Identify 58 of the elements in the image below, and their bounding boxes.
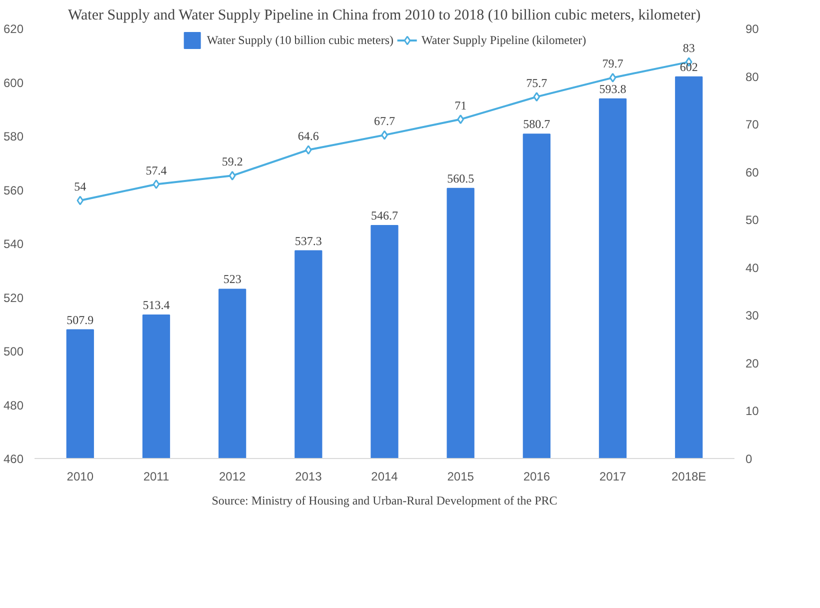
chart-title: Water Supply and Water Supply Pipeline in China from 2010 to 2018 (10 billion cubic meters, kilometer): [68, 8, 701, 24]
data-label: 64.6: [298, 128, 319, 143]
data-label: 67.7: [374, 114, 395, 128]
y2-tick-label: 80: [746, 70, 760, 84]
data-label: 83: [682, 40, 695, 55]
data-label: 602: [680, 60, 698, 74]
y-tick-label: 580: [3, 130, 24, 144]
data-label: 507.9: [66, 312, 94, 327]
source-note: Source: Ministry of Housing and Urban-Rural Development of the PRC: [212, 494, 558, 508]
x-tick-label: 2010: [66, 470, 94, 484]
legend-label: Water Supply (10 billion cubic meters): [206, 32, 394, 48]
point: [228, 170, 236, 180]
y2-tick-label: 10: [746, 404, 760, 418]
data-label: 513.4: [142, 298, 170, 312]
y2-tick-label: 30: [746, 308, 760, 323]
x-tick-label: 2018E: [672, 470, 706, 484]
point: [533, 92, 540, 102]
data-label: 59.2: [222, 154, 243, 169]
y-tick-label: 540: [3, 237, 24, 251]
data-label: 54: [74, 180, 86, 194]
y-tick-label: 480: [3, 398, 24, 412]
x-tick-label: 2011: [143, 470, 170, 484]
point: [76, 196, 84, 206]
y-tick-label: 460: [3, 452, 24, 466]
y-tick-label: 500: [3, 344, 24, 358]
x-tick-label: 2012: [218, 470, 246, 484]
point: [457, 114, 464, 124]
y-tick-label: 600: [3, 76, 24, 90]
data-label: 57.4: [146, 163, 167, 178]
point: [152, 180, 160, 190]
y2-tick-label: 60: [746, 165, 760, 180]
data-label: 537.3: [294, 234, 322, 248]
x-tick-label: 2013: [295, 470, 322, 484]
data-label: 580.7: [523, 117, 550, 132]
x-tick-label: 2015: [447, 470, 474, 484]
point: [609, 72, 616, 82]
data-label: 71: [454, 98, 467, 112]
y2-tick-label: 20: [746, 356, 760, 370]
data-label: 75.7: [526, 76, 548, 90]
legend-label: Water Supply Pipeline (kilometer): [421, 32, 586, 48]
y-tick-label: 620: [3, 22, 24, 36]
point: [304, 145, 312, 155]
y-tick-label: 560: [3, 183, 24, 198]
data-label: 560.5: [447, 171, 474, 186]
y2-tick-label: 50: [746, 213, 760, 228]
x-tick-label: 2017: [599, 470, 626, 484]
y2-tick-label: 40: [746, 260, 760, 275]
x-tick-label: 2014: [371, 470, 398, 484]
data-label: 523: [223, 272, 242, 286]
y-tick-label: 520: [3, 290, 24, 305]
point: [381, 130, 388, 140]
data-label: 79.7: [602, 56, 624, 71]
x-tick-label: 2016: [523, 470, 550, 484]
y2-tick-label: 0: [746, 452, 752, 466]
y2-tick-label: 90: [746, 22, 760, 36]
data-label: 546.7: [371, 208, 398, 222]
data-label: 593.8: [599, 82, 626, 96]
y2-tick-label: 70: [746, 118, 760, 132]
